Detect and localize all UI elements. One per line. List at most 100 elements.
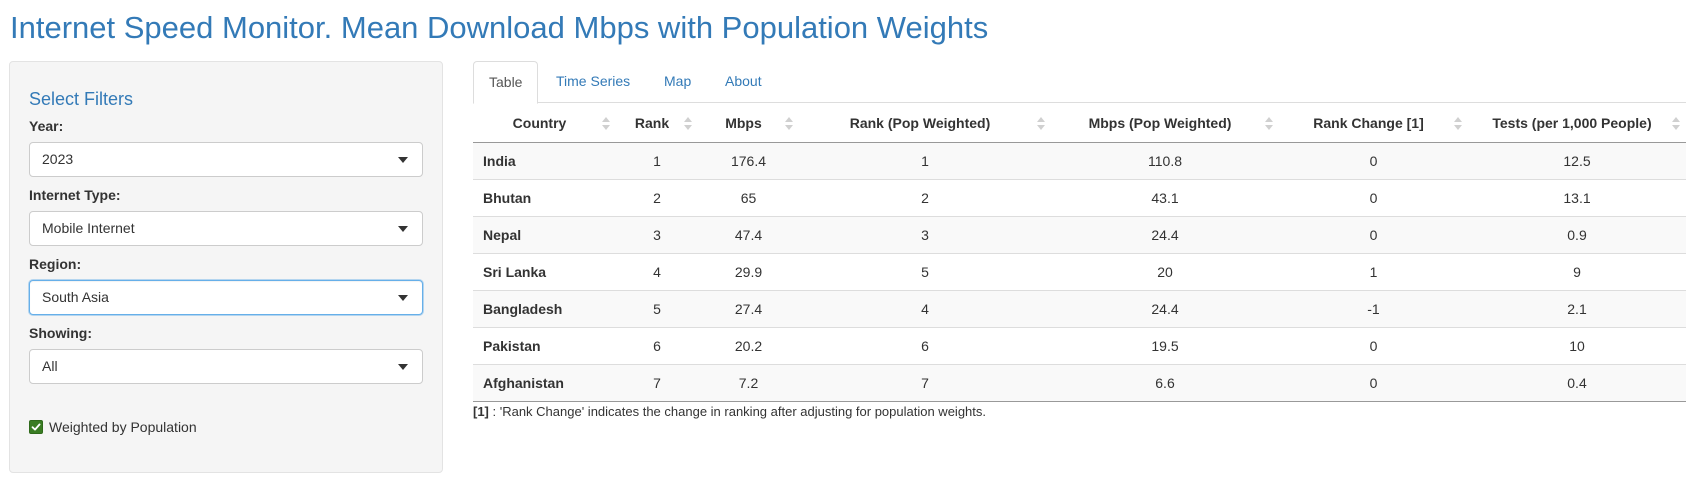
year-select[interactable]: 2023 [29,142,423,177]
cell-rank-change: 0 [1279,363,1468,402]
chevron-down-icon [398,364,408,370]
cell-rank-pop-weighted: 5 [799,252,1051,290]
column-header-tests[interactable]: Tests (per 1,000 People) [1468,104,1686,143]
cell-rank-pop-weighted: 1 [799,141,1051,179]
cell-mbps-pop-weighted: 6.6 [1051,363,1279,402]
cell-rank-pop-weighted: 4 [799,289,1051,327]
cell-rank-change: 0 [1279,215,1468,253]
cell-rank-change: 0 [1279,178,1468,216]
footnote-marker: [1] [473,404,489,419]
chevron-down-icon [398,157,408,163]
tab-time-series[interactable]: Time Series [556,73,631,89]
table-row: Bhutan 2 65 2 43.1 0 13.1 [473,178,1686,216]
cell-tests: 0.9 [1468,215,1686,253]
sort-icon [1037,117,1045,131]
page-title: Internet Speed Monitor. Mean Download Mb… [10,10,989,45]
column-header-rank-pop-weighted[interactable]: Rank (Pop Weighted) [799,104,1051,143]
column-header-label: Country [512,114,567,131]
sort-icon [684,117,692,131]
cell-country: India [473,141,616,179]
sort-icon [1672,117,1680,131]
cell-rank: 2 [616,178,698,216]
cell-tests: 2.1 [1468,289,1686,327]
showing-select[interactable]: All [29,349,423,384]
column-header-label: Rank (Pop Weighted) [849,114,991,131]
cell-mbps-pop-weighted: 110.8 [1051,141,1279,179]
showing-select-value: All [42,358,58,374]
column-header-label: Rank [634,114,670,131]
cell-tests: 12.5 [1468,141,1686,179]
year-select-value: 2023 [42,151,74,167]
cell-rank-change: 1 [1279,252,1468,290]
cell-tests: 9 [1468,252,1686,290]
column-header-mbps-pop-weighted[interactable]: Mbps (Pop Weighted) [1051,104,1279,143]
cell-mbps: 65 [698,178,799,216]
region-label: Region: [29,256,82,272]
table-row: Pakistan 6 20.2 6 19.5 0 10 [473,326,1686,364]
column-header-label: Mbps (Pop Weighted) [1088,114,1232,131]
cell-rank: 5 [616,289,698,327]
table-row: Nepal 3 47.4 3 24.4 0 0.9 [473,215,1686,253]
cell-rank: 7 [616,363,698,402]
cell-mbps: 176.4 [698,141,799,179]
weighted-by-population-label: Weighted by Population [49,419,197,435]
speed-table: Country Rank Mbps Rank (Pop Weighted) Mb… [473,104,1686,402]
sort-icon [785,117,793,131]
weighted-by-population-option: Weighted by Population [29,419,197,435]
cell-rank: 1 [616,141,698,179]
region-select-value: South Asia [42,289,109,305]
cell-rank-pop-weighted: 2 [799,178,1051,216]
tab-table[interactable]: Table [473,61,539,104]
table-row: Afghanistan 7 7.2 7 6.6 0 0.4 [473,363,1686,402]
cell-country: Bangladesh [473,289,616,327]
sort-icon [1454,117,1462,131]
column-header-rank-change[interactable]: Rank Change [1] [1279,104,1468,143]
cell-country: Bhutan [473,178,616,216]
filter-panel: Select Filters Year: 2023 Internet Type:… [9,61,443,473]
column-header-country[interactable]: Country [473,104,616,143]
cell-rank: 4 [616,252,698,290]
column-header-mbps[interactable]: Mbps [698,104,799,143]
cell-country: Nepal [473,215,616,253]
table-row: Sri Lanka 4 29.9 5 20 1 9 [473,252,1686,290]
cell-mbps-pop-weighted: 20 [1051,252,1279,290]
showing-label: Showing: [29,325,92,341]
cell-mbps: 29.9 [698,252,799,290]
sort-icon [1265,117,1273,131]
cell-rank-change: 0 [1279,141,1468,179]
cell-rank-pop-weighted: 7 [799,363,1051,402]
region-select[interactable]: South Asia [29,280,423,315]
cell-country: Afghanistan [473,363,616,402]
cell-country: Pakistan [473,326,616,364]
cell-rank-pop-weighted: 3 [799,215,1051,253]
tab-map[interactable]: Map [664,73,692,89]
sort-icon [602,117,610,131]
cell-mbps: 7.2 [698,363,799,402]
table-footnote: [1] : 'Rank Change' indicates the change… [473,404,986,419]
weighted-by-population-checkbox[interactable] [29,420,43,434]
chevron-down-icon [398,226,408,232]
cell-tests: 0.4 [1468,363,1686,402]
internet-type-select[interactable]: Mobile Internet [29,211,423,246]
column-header-label: Rank Change [1] [1313,114,1424,131]
chevron-down-icon [398,295,408,301]
internet-type-label: Internet Type: [29,187,121,203]
column-header-label: Tests (per 1,000 People) [1492,114,1652,131]
year-label: Year: [29,118,64,134]
tab-about[interactable]: About [725,73,762,89]
footnote-text: : 'Rank Change' indicates the change in … [488,404,987,419]
cell-rank-change: -1 [1279,289,1468,327]
cell-rank: 3 [616,215,698,253]
cell-tests: 13.1 [1468,178,1686,216]
cell-mbps-pop-weighted: 24.4 [1051,215,1279,253]
cell-mbps-pop-weighted: 19.5 [1051,326,1279,364]
cell-rank-change: 0 [1279,326,1468,364]
cell-tests: 10 [1468,326,1686,364]
filters-title: Select Filters [29,89,134,109]
tab-bar: Table Time Series Map About [473,61,1686,104]
cell-rank-pop-weighted: 6 [799,326,1051,364]
column-header-rank[interactable]: Rank [616,104,698,143]
internet-type-select-value: Mobile Internet [42,220,135,236]
checkmark-icon [31,423,41,431]
table-header-row: Country Rank Mbps Rank (Pop Weighted) Mb… [473,104,1686,143]
